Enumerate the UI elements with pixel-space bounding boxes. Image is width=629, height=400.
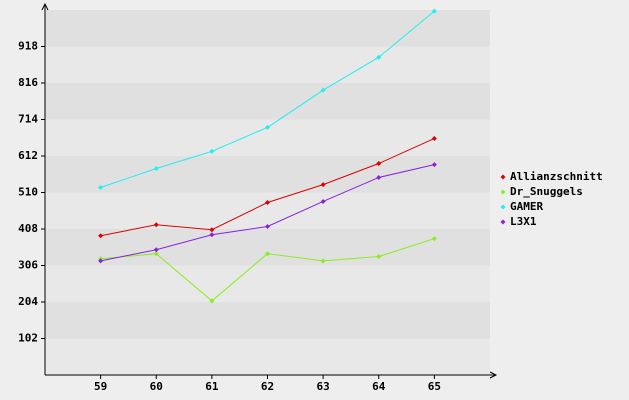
point [153,247,159,253]
y-tick-label: 102 [18,332,38,345]
point [431,135,437,141]
point [209,148,215,154]
point [153,166,159,172]
y-axis [41,2,49,375]
point [98,258,104,264]
point [320,182,326,188]
x-axis [45,371,498,379]
plot-band [45,338,490,375]
point [320,258,326,264]
point [431,162,437,168]
plot-band [45,265,490,302]
legend-label: GAMER [510,200,543,213]
plot-band [45,10,490,47]
x-tick-label: 59 [94,380,107,393]
x-tick-label: 61 [205,380,219,393]
point [376,54,382,60]
x-tick-label: 62 [261,380,274,393]
y-tick-label: 612 [18,149,38,162]
point [265,200,270,206]
point [265,251,270,257]
x-tick-label: 63 [317,380,330,393]
legend-label: L3X1 [510,215,537,228]
legend-label: Dr_Snuggels [510,185,583,198]
point [98,233,104,239]
plot-band [45,192,490,229]
y-tick-label: 816 [18,76,38,89]
point [98,184,104,190]
point [376,161,382,167]
point [320,87,326,93]
plot-band [45,83,490,120]
legend-marker [500,204,506,210]
y-tick-label: 918 [18,40,38,53]
y-tick-label: 408 [18,222,38,235]
plot-band [45,302,490,339]
legend-label: Allianzschnitt [510,170,603,183]
legend-marker [500,219,506,225]
point [153,222,159,228]
plot-band [45,229,490,266]
y-tick-label: 204 [18,295,38,308]
legend-marker [500,189,506,195]
y-tick-label: 510 [18,186,38,199]
y-tick-label: 306 [18,259,38,272]
y-tick-label: 714 [18,113,38,126]
point [209,298,215,304]
legend-marker [500,174,506,180]
point [376,254,382,260]
point [209,227,215,233]
plot-band [45,46,490,83]
point [376,174,382,180]
plot-band [45,156,490,193]
x-tick-label: 65 [428,380,441,393]
point [265,124,270,130]
point [265,223,270,229]
point [320,198,326,204]
x-tick-label: 64 [372,380,386,393]
point [209,232,215,238]
x-tick-label: 60 [150,380,163,393]
point [431,236,437,242]
point [431,8,437,14]
point [153,251,159,257]
